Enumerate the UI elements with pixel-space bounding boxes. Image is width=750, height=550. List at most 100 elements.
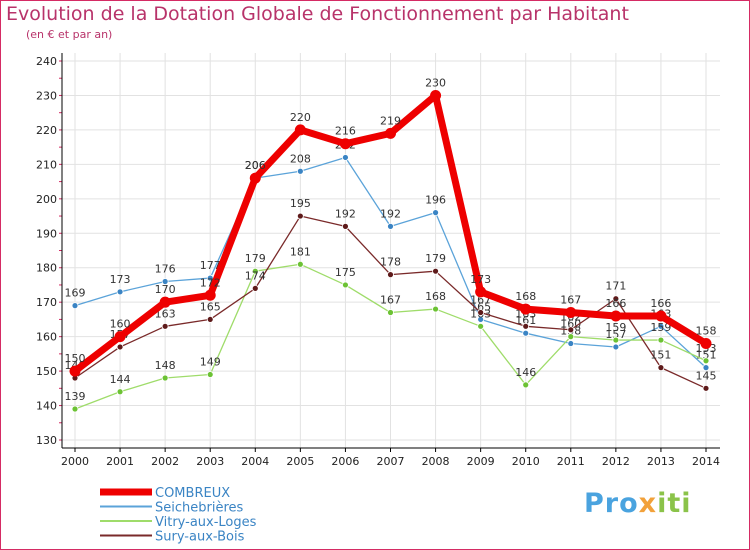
data-label: 139: [65, 390, 86, 403]
data-point: [567, 333, 575, 341]
data-label: 208: [290, 152, 311, 165]
data-point: [296, 260, 304, 268]
data-label: 206: [245, 159, 266, 172]
data-point: [251, 284, 259, 292]
data-point: [565, 307, 577, 319]
data-point: [475, 286, 487, 298]
data-point: [522, 381, 530, 389]
x-tick-label: 2002: [151, 455, 179, 468]
data-point: [69, 365, 81, 377]
data-label: 160: [110, 318, 131, 331]
data-point: [522, 322, 530, 330]
data-point: [294, 124, 306, 136]
data-point: [655, 310, 667, 322]
data-point: [657, 322, 665, 330]
x-tick-label: 2003: [196, 455, 224, 468]
data-label: 165: [200, 300, 221, 313]
data-label: 179: [245, 252, 266, 265]
data-point: [249, 172, 261, 184]
data-point: [477, 316, 485, 323]
x-tick-label: 2010: [512, 455, 540, 468]
data-label: 179: [425, 252, 446, 265]
y-tick-label: 180: [36, 262, 57, 275]
data-point: [702, 384, 710, 392]
data-point: [387, 309, 394, 316]
x-tick-label: 2004: [241, 455, 269, 468]
data-point: [206, 371, 214, 378]
data-label: 219: [380, 114, 401, 127]
data-point: [116, 343, 124, 351]
data-point: [161, 322, 169, 330]
data-point: [522, 329, 530, 337]
data-label: 165: [470, 300, 491, 313]
data-point: [342, 154, 349, 161]
data-point: [432, 267, 439, 275]
data-label: 172: [200, 276, 221, 289]
data-label: 159: [650, 321, 671, 334]
x-tick-label: 2008: [422, 455, 450, 468]
data-label: 177: [200, 259, 221, 272]
y-tick-label: 220: [36, 124, 57, 137]
data-point: [159, 296, 171, 308]
data-label: 145: [696, 369, 717, 382]
x-tick-label: 2014: [692, 455, 720, 468]
legend-label: COMBREUX: [155, 486, 230, 501]
data-point: [432, 209, 439, 217]
data-label: 146: [515, 366, 536, 379]
data-point: [612, 336, 620, 344]
data-point: [161, 278, 169, 285]
data-label: 196: [425, 194, 446, 207]
x-tick-label: 2001: [106, 455, 134, 468]
data-point: [520, 303, 532, 315]
y-tick-label: 210: [36, 158, 57, 171]
data-point: [702, 357, 710, 365]
data-point: [612, 295, 620, 303]
data-label: 144: [110, 373, 131, 386]
data-label: 166: [650, 297, 671, 310]
data-point: [296, 167, 304, 175]
x-tick-label: 2011: [557, 455, 585, 468]
y-tick-label: 160: [36, 331, 57, 344]
data-point: [339, 138, 351, 150]
data-label: 167: [560, 294, 581, 307]
data-point: [612, 343, 620, 351]
x-tick-label: 2006: [331, 455, 359, 468]
data-point: [116, 388, 124, 396]
data-point: [114, 331, 126, 343]
y-tick-label: 130: [36, 434, 57, 447]
data-point: [71, 405, 79, 413]
data-label: 159: [605, 321, 626, 334]
y-tick-label: 150: [36, 365, 57, 378]
data-label: 173: [110, 273, 131, 286]
x-tick-label: 2012: [602, 455, 630, 468]
data-label: 160: [560, 318, 581, 331]
data-label: 175: [335, 266, 356, 279]
data-label: 192: [380, 207, 401, 220]
y-tick-label: 240: [36, 55, 57, 68]
data-label: 192: [335, 207, 356, 220]
data-label: 181: [290, 245, 311, 258]
data-label: 170: [155, 283, 176, 296]
data-point: [657, 364, 665, 372]
data-label: 168: [515, 290, 536, 303]
y-tick-label: 200: [36, 193, 57, 206]
data-point: [567, 340, 575, 347]
data-point: [71, 302, 79, 310]
data-point: [385, 127, 396, 139]
x-tick-label: 2009: [467, 455, 495, 468]
data-point: [296, 212, 304, 220]
data-point: [432, 305, 439, 313]
data-label: 173: [470, 273, 491, 286]
legend-label: Vitry-aux-Loges: [155, 515, 257, 530]
data-label: 230: [425, 76, 446, 89]
data-label: 171: [605, 280, 626, 293]
data-point: [567, 326, 575, 334]
data-point: [477, 322, 485, 330]
data-point: [430, 89, 442, 101]
data-label: 168: [425, 290, 446, 303]
legend-label: Sury-aux-Bois: [155, 530, 245, 545]
data-label: 216: [335, 125, 356, 138]
data-point: [204, 289, 216, 301]
